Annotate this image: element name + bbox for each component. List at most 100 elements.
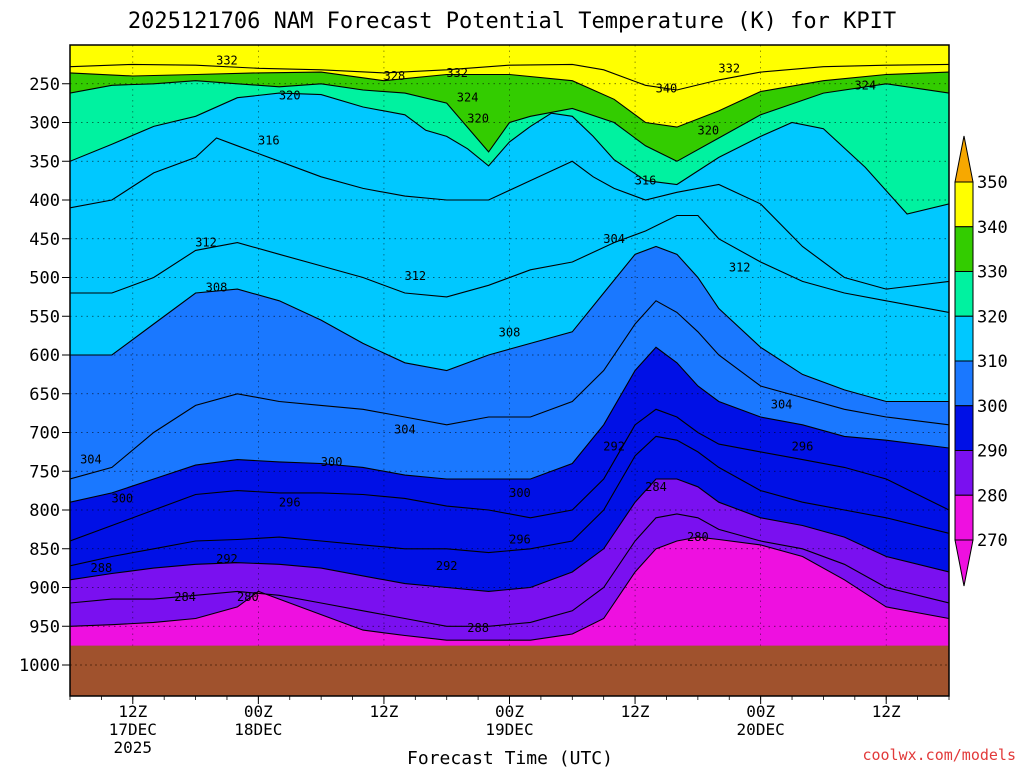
y-tick-label-550: 550 <box>29 307 60 327</box>
y-tick-label-850: 850 <box>29 540 60 560</box>
colorbar-segment <box>954 226 974 272</box>
credit-text: coolwx.com/models <box>862 746 1016 764</box>
contour-316 <box>70 137 949 290</box>
contour-label-296: 296 <box>279 495 301 509</box>
colorbar-segment <box>954 271 974 317</box>
contour-label-280: 280 <box>237 590 259 604</box>
colorbar-tick-280: 280 <box>977 486 1008 506</box>
colorbar-segment <box>954 450 974 496</box>
y-tick-label-300: 300 <box>29 114 60 134</box>
contour-324 <box>70 80 949 162</box>
y-tick-label-800: 800 <box>29 501 60 521</box>
contour-label-284: 284 <box>174 590 196 604</box>
contour-label-316: 316 <box>258 133 280 147</box>
contour-304 <box>70 300 949 480</box>
y-tick-label-650: 650 <box>29 385 60 405</box>
x-tick-label: 12Z <box>118 702 147 721</box>
contour-label-332: 332 <box>718 61 740 75</box>
x-axis-label: Forecast Time (UTC) <box>407 748 613 768</box>
contour-284 <box>70 513 949 627</box>
contour-label-280: 280 <box>687 530 709 544</box>
x-tick-label: 12Z <box>369 702 398 721</box>
x-tick-label: 17DEC <box>109 720 157 739</box>
contour-label-340: 340 <box>656 81 678 95</box>
contour-label-312: 312 <box>404 269 426 283</box>
contour-label-308: 308 <box>499 326 521 340</box>
x-tick-label: 12Z <box>621 702 650 721</box>
contour-label-300: 300 <box>321 455 343 469</box>
y-tick-label-700: 700 <box>29 424 60 444</box>
colorbar-segment <box>954 181 974 228</box>
contour-296 <box>70 408 949 542</box>
contour-label-292: 292 <box>603 439 625 453</box>
contour-label-296: 296 <box>509 532 531 546</box>
contour-label-324: 324 <box>854 78 876 92</box>
colorbar-tick-330: 330 <box>977 263 1008 283</box>
contour-label-300: 300 <box>111 491 133 505</box>
contour-280 <box>70 536 949 641</box>
contour-label-304: 304 <box>394 422 416 436</box>
contour-308 <box>70 245 949 403</box>
contour-label-308: 308 <box>206 281 228 295</box>
contour-label-324: 324 <box>457 91 479 105</box>
contour-312 <box>70 214 949 313</box>
colorbar-tick-270: 270 <box>977 531 1008 551</box>
contour-label-320: 320 <box>467 112 489 126</box>
contour-label-320: 320 <box>697 123 719 137</box>
colorbar-bottom-arrow <box>954 539 974 587</box>
contour-332 <box>70 71 949 128</box>
contour-label-332: 332 <box>216 54 238 68</box>
x-tick-label: 19DEC <box>485 720 533 739</box>
y-tick-label-450: 450 <box>29 230 60 250</box>
contour-label-328: 328 <box>384 69 406 83</box>
y-tick-label-400: 400 <box>29 191 60 211</box>
contour-320 <box>70 92 949 215</box>
colorbar-tick-300: 300 <box>977 397 1008 417</box>
x-tick-label: 18DEC <box>234 720 282 739</box>
colorbar-top-arrow <box>954 135 974 183</box>
y-tick-label-350: 350 <box>29 152 60 172</box>
x-tick-label: 00Z <box>244 702 273 721</box>
colorbar-tick-310: 310 <box>977 352 1008 372</box>
contour-label-284: 284 <box>645 480 667 494</box>
contour-label-292: 292 <box>216 552 238 566</box>
colorbar-segment <box>954 315 974 362</box>
colorbar-tick-320: 320 <box>977 307 1008 327</box>
contour-label-304: 304 <box>80 453 102 467</box>
x-tick-label: 2025 <box>114 738 153 757</box>
contour-label-304: 304 <box>771 398 793 412</box>
contour-label-316: 316 <box>635 174 657 188</box>
contour-label-296: 296 <box>792 439 814 453</box>
y-tick-label-600: 600 <box>29 346 60 366</box>
contour-label-332: 332 <box>446 66 468 80</box>
x-tick-label: 00Z <box>495 702 524 721</box>
y-tick-label-900: 900 <box>29 579 60 599</box>
y-tick-label-750: 750 <box>29 462 60 482</box>
contour-label-300: 300 <box>509 486 531 500</box>
y-tick-label-1000: 1000 <box>19 656 60 676</box>
y-tick-label-950: 950 <box>29 617 60 637</box>
colorbar-segment <box>954 360 974 407</box>
contour-label-288: 288 <box>91 561 113 575</box>
colorbar-segment <box>954 494 974 541</box>
x-tick-label: 00Z <box>746 702 775 721</box>
contour-300 <box>70 346 949 503</box>
contour-label-312: 312 <box>729 260 751 274</box>
contour-label-312: 312 <box>195 236 217 250</box>
y-tick-label-500: 500 <box>29 269 60 289</box>
contour-288 <box>70 478 949 592</box>
band-core-cold <box>593 548 908 634</box>
colorbar-tick-340: 340 <box>977 218 1008 238</box>
colorbar-tick-350: 350 <box>977 173 1008 193</box>
contour-label-292: 292 <box>436 559 458 573</box>
contour-label-288: 288 <box>467 621 489 635</box>
contour-340 <box>70 63 949 91</box>
colorbar: 350 340 330 320 310 300 290 280 270 <box>954 135 1008 587</box>
chart-title: 2025121706 NAM Forecast Potential Temper… <box>128 9 896 34</box>
contour-labels: 332 328 332 340 332 324 324 320 320 320 316 316 312 3… <box>80 54 876 635</box>
y-tick-label-250: 250 <box>29 75 60 95</box>
x-tick-label: 12Z <box>872 702 901 721</box>
colorbar-tick-290: 290 <box>977 442 1008 462</box>
